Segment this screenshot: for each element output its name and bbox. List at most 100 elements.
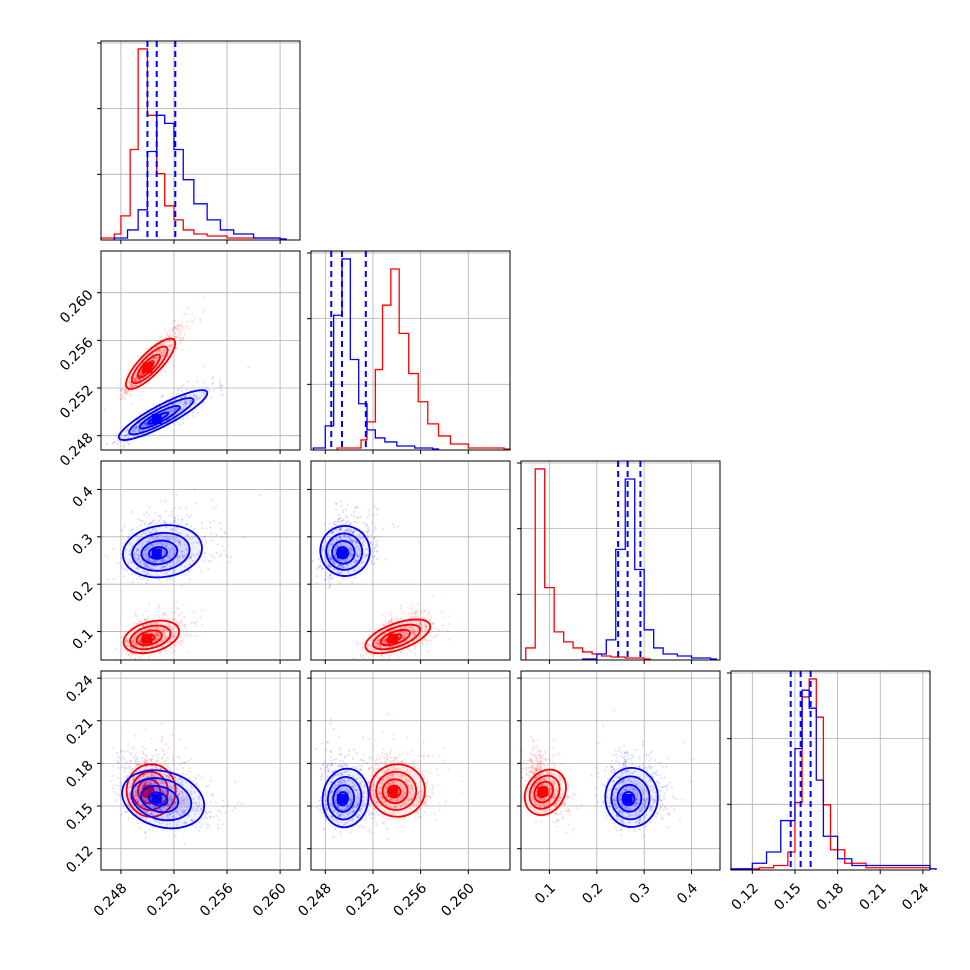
scatter-point: [141, 649, 144, 652]
scatter-point: [195, 395, 199, 398]
scatter-point: [204, 393, 207, 396]
scatter-point: [133, 376, 136, 379]
scatter-point: [104, 454, 106, 456]
scatter-point: [161, 548, 164, 551]
scatter-point: [316, 568, 319, 571]
scatter-point: [124, 548, 128, 551]
scatter-point: [202, 310, 205, 313]
scatter-point: [163, 566, 167, 569]
scatter-point: [179, 763, 182, 766]
scatter-point: [170, 545, 174, 548]
histogram-step-blue: [113, 114, 287, 240]
scatter-point: [104, 554, 107, 557]
scatter-point: [192, 554, 196, 557]
scatter-point: [198, 396, 201, 399]
scatter-point: [192, 415, 195, 418]
scatter-point: [124, 641, 127, 644]
scatter-point: [201, 527, 204, 530]
scatter-point: [147, 572, 150, 575]
scatter-point: [171, 635, 174, 638]
scatter-point: [148, 531, 151, 534]
scatter-point: [374, 525, 377, 528]
scatter-point: [159, 639, 163, 643]
scatter-point: [194, 621, 197, 624]
scatter-point: [142, 561, 145, 565]
scatter-point: [130, 383, 133, 386]
y-tick-label: 0.3: [70, 531, 97, 558]
scatter-point: [140, 524, 143, 527]
scatter-point: [356, 640, 359, 644]
scatter-point: [174, 631, 177, 635]
scatter-point: [175, 620, 178, 624]
scatter-point: [157, 606, 160, 609]
panel-content: [104, 488, 262, 660]
scatter-point: [136, 425, 139, 428]
scatter-point: [121, 649, 124, 652]
scatter-point: [165, 544, 168, 548]
scatter-point: [145, 562, 149, 566]
scatter-point: [135, 549, 139, 552]
scatter-point: [316, 582, 319, 585]
scatter-point: [139, 563, 143, 566]
scatter-point: [134, 377, 137, 380]
scatter-point: [143, 550, 147, 553]
scatter-point: [124, 761, 127, 765]
scatter-point: [178, 556, 182, 560]
scatter-point: [126, 536, 129, 539]
scatter-point: [173, 549, 176, 552]
scatter-point: [180, 619, 183, 622]
scatter-point: [186, 325, 189, 328]
scatter-point: [129, 647, 133, 651]
scatter-point: [424, 609, 427, 612]
scatter-point: [340, 505, 343, 508]
scatter-point: [170, 565, 173, 568]
scatter-point: [188, 633, 191, 636]
scatter-point: [128, 381, 131, 384]
scatter-point: [180, 643, 183, 646]
scatter-point: [148, 566, 151, 569]
scatter-point: [131, 384, 134, 387]
scatter-point: [352, 515, 355, 518]
scatter-point: [161, 354, 164, 357]
scatter-point: [131, 544, 134, 548]
panel-bg: [101, 41, 300, 240]
scatter-point: [179, 532, 182, 535]
scatter-point: [215, 533, 218, 537]
scatter-point: [184, 402, 187, 405]
scatter-point: [162, 623, 166, 626]
scatter-point: [432, 622, 435, 625]
scatter-point: [173, 562, 176, 566]
scatter-point: [441, 623, 445, 626]
scatter-point: [158, 606, 161, 609]
scatter-point: [181, 337, 185, 340]
scatter-point: [135, 374, 138, 377]
scatter-point: [173, 335, 176, 338]
scatter-point: [153, 622, 156, 625]
scatter-point: [388, 612, 391, 615]
scatter-point: [138, 373, 141, 377]
scatter-point: [221, 393, 224, 396]
scatter-point: [143, 618, 147, 621]
scatter-point: [182, 404, 185, 407]
scatter-point: [156, 536, 159, 539]
scatter-point: [390, 619, 393, 623]
scatter-point: [182, 336, 185, 339]
scatter-point: [138, 554, 142, 558]
scatter-point: [131, 652, 134, 656]
scatter-point: [152, 538, 155, 542]
scatter-point: [360, 643, 363, 646]
scatter-point: [143, 424, 146, 427]
scatter-point: [356, 521, 359, 524]
density-peak: [142, 362, 153, 373]
scatter-point: [138, 537, 141, 540]
scatter-point: [130, 560, 134, 563]
scatter-point: [160, 560, 163, 563]
scatter-point: [157, 632, 160, 635]
scatter-point: [146, 564, 149, 567]
scatter-point: [141, 373, 144, 376]
scatter-point: [167, 538, 170, 541]
scatter-point: [157, 603, 161, 606]
scatter-point: [126, 384, 130, 388]
scatter-point: [124, 434, 127, 438]
scatter-point: [154, 534, 157, 537]
